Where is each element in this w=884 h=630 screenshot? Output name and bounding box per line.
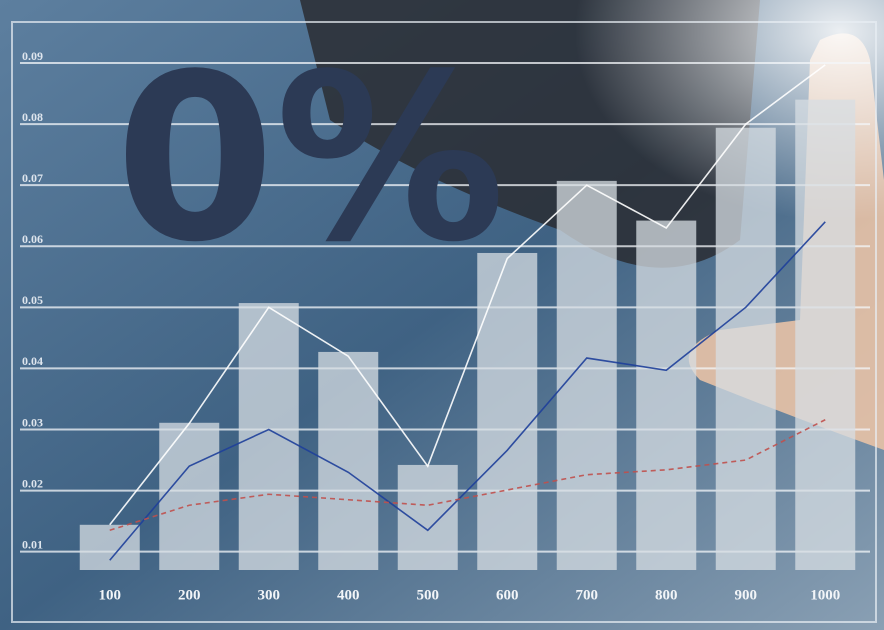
bar <box>795 99 856 570</box>
frame <box>11 21 877 623</box>
bar <box>477 252 538 570</box>
bar <box>715 127 776 571</box>
bar <box>79 524 140 570</box>
line-series <box>109 64 826 526</box>
x-tick-label: 300 <box>258 587 281 603</box>
y-tick-label: 0.06 <box>22 232 43 246</box>
x-tick-label: 1000 <box>810 587 840 603</box>
x-tick-label: 200 <box>178 587 201 603</box>
x-tick-label: 900 <box>735 587 758 603</box>
bar <box>238 303 299 570</box>
x-tick-label: 800 <box>655 587 678 603</box>
x-tick-label: 700 <box>576 587 599 603</box>
bar <box>556 180 617 571</box>
x-tick-label: 400 <box>337 587 360 603</box>
bar <box>159 422 220 570</box>
y-tick-label: 0.05 <box>22 293 43 307</box>
x-tick-label: 500 <box>417 587 440 603</box>
y-tick-label: 0.08 <box>22 110 43 124</box>
progress-percent: 0% <box>115 26 505 293</box>
line-series <box>109 419 826 532</box>
y-tick-label: 0.01 <box>22 537 43 551</box>
y-tick-label: 0.02 <box>22 476 43 490</box>
x-tick-label: 100 <box>99 587 122 603</box>
y-tick-label: 0.09 <box>22 49 43 63</box>
bar <box>636 220 697 570</box>
bar <box>397 464 458 570</box>
y-tick-label: 0.07 <box>22 171 43 185</box>
x-tick-label: 600 <box>496 587 519 603</box>
y-tick-label: 0.03 <box>22 415 43 429</box>
line-series <box>109 221 826 561</box>
y-tick-label: 0.04 <box>22 354 43 368</box>
